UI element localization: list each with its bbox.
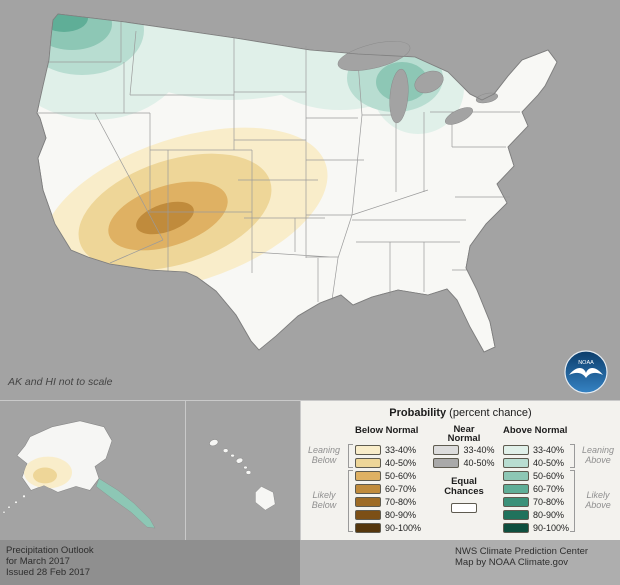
footer-title: Precipitation Outlook bbox=[6, 545, 94, 556]
below-swatch-5 bbox=[355, 496, 381, 507]
legend-item: 50-60% bbox=[355, 469, 421, 482]
near-label-2: 40-50% bbox=[463, 457, 495, 468]
bottom-strip: Probability (percent chance) Below Norma… bbox=[0, 400, 620, 540]
below-label-7: 90-100% bbox=[385, 522, 422, 533]
us-outline bbox=[36, 13, 558, 353]
legend-item: 33-40% bbox=[429, 443, 499, 456]
above-swatch-1 bbox=[503, 444, 529, 455]
footer-issued: Issued 28 Feb 2017 bbox=[6, 567, 90, 578]
above-normal-column: Above Normal 33-40% 40-50% 50-60% 60-70%… bbox=[503, 425, 569, 534]
noaa-logo-text: NOAA bbox=[578, 360, 594, 366]
equal-chances-label: Equal Chances bbox=[429, 477, 499, 497]
legend-item: 40-50% bbox=[429, 456, 499, 469]
below-swatch-4 bbox=[355, 483, 381, 494]
aleutian-islands bbox=[2, 494, 26, 514]
likely-above-brace bbox=[570, 470, 575, 532]
near-swatch-2 bbox=[433, 457, 460, 468]
below-normal-column: Below Normal 33-40% 40-50% 50-60% 60-70%… bbox=[355, 425, 421, 534]
legend-item: 40-50% bbox=[355, 456, 421, 469]
footer: Precipitation Outlook for March 2017 Iss… bbox=[0, 540, 620, 585]
legend-item: 60-70% bbox=[355, 482, 421, 495]
equal-line1: Equal bbox=[451, 476, 477, 487]
map-scale-note: AK and HI not to scale bbox=[8, 376, 113, 388]
near-swatch-1 bbox=[433, 444, 460, 455]
below-label-5: 70-80% bbox=[385, 496, 417, 507]
alaska-inset bbox=[0, 401, 185, 540]
great-lakes bbox=[337, 41, 499, 125]
below-swatch-6 bbox=[355, 509, 381, 520]
below-swatch-2 bbox=[355, 457, 381, 468]
above-swatch-7 bbox=[503, 522, 529, 533]
equal-line2: Chances bbox=[444, 486, 484, 497]
legend-item: 33-40% bbox=[355, 443, 421, 456]
legend-item: 80-90% bbox=[355, 508, 421, 521]
below-swatch-7 bbox=[355, 522, 381, 533]
legend-item: 70-80% bbox=[503, 495, 569, 508]
legend-item: 60-70% bbox=[503, 482, 569, 495]
noaa-logo: NOAA bbox=[564, 350, 608, 394]
below-label-4: 60-70% bbox=[385, 483, 417, 494]
above-label-6: 80-90% bbox=[533, 509, 565, 520]
below-label-2: 40-50% bbox=[385, 457, 417, 468]
equal-chances-swatch bbox=[451, 503, 477, 513]
above-label-7: 90-100% bbox=[533, 522, 570, 533]
below-label-6: 80-90% bbox=[385, 509, 417, 520]
below-swatch-3 bbox=[355, 470, 381, 481]
main-map: NOAA bbox=[36, 13, 608, 394]
near-label-1: 33-40% bbox=[463, 444, 495, 455]
above-label-4: 60-70% bbox=[533, 483, 565, 494]
main-map-area: NOAA AK and HI not to scale bbox=[8, 13, 608, 394]
footer-source: NWS Climate Prediction Center bbox=[455, 546, 589, 557]
above-label-1: 33-40% bbox=[533, 444, 565, 455]
footer-period: for March 2017 bbox=[6, 556, 70, 567]
alaska-inset-map bbox=[0, 401, 185, 540]
leaning-above-label: Leaning Above bbox=[581, 445, 615, 465]
hawaiian-islands bbox=[209, 439, 276, 511]
legend-item: 80-90% bbox=[503, 508, 569, 521]
leaning-below-brace bbox=[348, 444, 353, 468]
near-header-line2: Normal bbox=[447, 433, 481, 444]
below-swatch-1 bbox=[355, 444, 381, 455]
above-swatch-3 bbox=[503, 470, 529, 481]
legend-item: 70-80% bbox=[355, 495, 421, 508]
below-label-3: 50-60% bbox=[385, 470, 417, 481]
above-swatch-5 bbox=[503, 496, 529, 507]
near-normal-column: Near Normal 33-40% 40-50% Equal Chances bbox=[429, 425, 499, 513]
legend-title: Probability (percent chance) bbox=[301, 407, 620, 419]
likely-above-label: Likely Above bbox=[585, 490, 611, 510]
legend-item: 40-50% bbox=[503, 456, 569, 469]
footer-credit: Map by NOAA Climate.gov bbox=[455, 557, 568, 568]
legend-item: 50-60% bbox=[503, 469, 569, 482]
footer-right: NWS Climate Prediction Center Map by NOA… bbox=[300, 540, 620, 585]
above-swatch-2 bbox=[503, 457, 529, 468]
likely-below-brace bbox=[348, 470, 353, 532]
alaska-panhandle-above-normal bbox=[95, 478, 156, 529]
above-label-2: 40-50% bbox=[533, 457, 565, 468]
below-normal-header: Below Normal bbox=[355, 425, 419, 436]
legend-item: 90-100% bbox=[503, 521, 569, 534]
likely-below-label: Likely Below bbox=[311, 490, 337, 510]
legend-item: 90-100% bbox=[355, 521, 421, 534]
leaning-above-brace bbox=[570, 444, 575, 468]
above-swatch-6 bbox=[503, 509, 529, 520]
above-label-5: 70-80% bbox=[533, 496, 565, 507]
leaning-below-label: Leaning Below bbox=[307, 445, 341, 465]
state-borders bbox=[38, 22, 520, 302]
near-normal-header: Near Normal bbox=[429, 424, 499, 444]
above-normal-header: Above Normal bbox=[503, 425, 568, 436]
near-header-line1: Near bbox=[453, 424, 475, 435]
legend-item: 33-40% bbox=[503, 443, 569, 456]
hawaii-inset-map bbox=[186, 401, 300, 540]
alaska-below-normal-region bbox=[24, 456, 72, 489]
footer-left: Precipitation Outlook for March 2017 Iss… bbox=[0, 540, 300, 585]
above-swatch-4 bbox=[503, 483, 529, 494]
below-label-1: 33-40% bbox=[385, 444, 417, 455]
legend-panel: Probability (percent chance) Below Norma… bbox=[300, 401, 620, 540]
above-label-3: 50-60% bbox=[533, 470, 565, 481]
legend-title-bold: Probability bbox=[389, 407, 447, 419]
legend-title-rest: (percent chance) bbox=[446, 407, 532, 419]
hawaii-inset bbox=[185, 401, 300, 540]
